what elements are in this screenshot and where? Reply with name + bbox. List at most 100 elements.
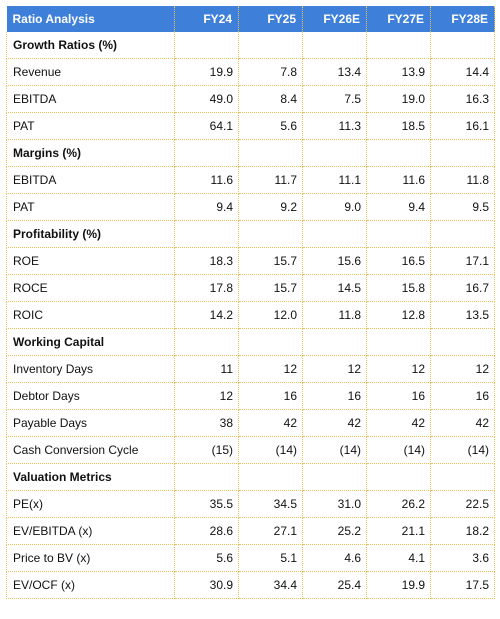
ratio-analysis-table-container: Ratio Analysis FY24 FY25 FY26E FY27E FY2… [6,6,495,599]
section-row: Profitability (%) [6,220,495,248]
value-cell: 64.1 [174,112,239,140]
value-cell: 16 [430,382,495,410]
value-cell: 14.4 [430,58,495,86]
value-cell: 49.0 [174,85,239,113]
value-cell: 9.0 [302,193,367,221]
value-cell: 42 [366,409,431,437]
value-cell: 30.9 [174,571,239,599]
value-cell: 17.8 [174,274,239,302]
table-row: Payable Days 38 42 42 42 42 [6,409,495,437]
section-label: Profitability (%) [6,220,175,248]
empty-cell [366,220,431,248]
value-cell: 9.5 [430,193,495,221]
value-cell: 11.8 [430,166,495,194]
value-cell: 34.5 [238,490,303,518]
value-cell: 4.6 [302,544,367,572]
table-row: PE(x) 35.5 34.5 31.0 26.2 22.5 [6,490,495,518]
value-cell: 18.3 [174,247,239,275]
table-row: EV/OCF (x) 30.9 34.4 25.4 19.9 17.5 [6,571,495,599]
empty-cell [366,328,431,356]
row-label: Debtor Days [6,382,175,410]
value-cell: 14.2 [174,301,239,329]
header-year: FY24 [174,6,239,32]
section-row: Margins (%) [6,139,495,167]
empty-cell [238,139,303,167]
value-cell: 9.2 [238,193,303,221]
value-cell: (14) [366,436,431,464]
table-row: Inventory Days 11 12 12 12 12 [6,355,495,383]
table-row: EV/EBITDA (x) 28.6 27.1 25.2 21.1 18.2 [6,517,495,545]
value-cell: 17.1 [430,247,495,275]
header-row: Ratio Analysis FY24 FY25 FY26E FY27E FY2… [6,6,495,32]
empty-cell [302,328,367,356]
value-cell: 17.5 [430,571,495,599]
value-cell: 12 [302,355,367,383]
table-row: Debtor Days 12 16 16 16 16 [6,382,495,410]
row-label: EV/OCF (x) [6,571,175,599]
value-cell: 21.1 [366,517,431,545]
value-cell: 3.6 [430,544,495,572]
value-cell: 28.6 [174,517,239,545]
value-cell: 15.8 [366,274,431,302]
value-cell: 13.5 [430,301,495,329]
empty-cell [174,220,239,248]
section-row: Working Capital [6,328,495,356]
value-cell: 9.4 [174,193,239,221]
value-cell: 12 [430,355,495,383]
value-cell: 42 [302,409,367,437]
table-row: Cash Conversion Cycle (15) (14) (14) (14) (14… [6,436,495,464]
value-cell: 19.9 [366,571,431,599]
value-cell: 15.7 [238,274,303,302]
table-row: Price to BV (x) 5.6 5.1 4.6 4.1 3.6 [6,544,495,572]
row-label: ROCE [6,274,175,302]
table-row: PAT 9.4 9.2 9.0 9.4 9.5 [6,193,495,221]
value-cell: 18.2 [430,517,495,545]
value-cell: 5.1 [238,544,303,572]
value-cell: 16.7 [430,274,495,302]
header-year: FY25 [238,6,303,32]
value-cell: 42 [430,409,495,437]
empty-cell [302,220,367,248]
empty-cell [238,463,303,491]
empty-cell [238,32,303,59]
row-label: Revenue [6,58,175,86]
value-cell: 16.1 [430,112,495,140]
value-cell: 12 [238,355,303,383]
row-label: PE(x) [6,490,175,518]
table-row: EBITDA 11.6 11.7 11.1 11.6 11.8 [6,166,495,194]
value-cell: 12.0 [238,301,303,329]
table-row: ROE 18.3 15.7 15.6 16.5 17.1 [6,247,495,275]
value-cell: 13.9 [366,58,431,86]
value-cell: 9.4 [366,193,431,221]
empty-cell [430,328,495,356]
value-cell: 42 [238,409,303,437]
value-cell: 12 [366,355,431,383]
row-label: Payable Days [6,409,175,437]
value-cell: 11.8 [302,301,367,329]
row-label: PAT [6,112,175,140]
value-cell: 34.4 [238,571,303,599]
table-row: Revenue 19.9 7.8 13.4 13.9 14.4 [6,58,495,86]
value-cell: 16 [238,382,303,410]
value-cell: 25.4 [302,571,367,599]
value-cell: 11.1 [302,166,367,194]
value-cell: 11.6 [366,166,431,194]
table-row: EBITDA 49.0 8.4 7.5 19.0 16.3 [6,85,495,113]
row-label: EBITDA [6,85,175,113]
empty-cell [366,463,431,491]
value-cell: 18.5 [366,112,431,140]
empty-cell [302,463,367,491]
table-row: ROIC 14.2 12.0 11.8 12.8 13.5 [6,301,495,329]
empty-cell [366,139,431,167]
value-cell: 15.6 [302,247,367,275]
value-cell: 14.5 [302,274,367,302]
row-label: PAT [6,193,175,221]
section-row: Growth Ratios (%) [6,32,495,59]
empty-cell [430,463,495,491]
value-cell: 25.2 [302,517,367,545]
value-cell: 16 [366,382,431,410]
empty-cell [430,220,495,248]
empty-cell [430,139,495,167]
value-cell: 11 [174,355,239,383]
header-year: FY27E [366,6,431,32]
